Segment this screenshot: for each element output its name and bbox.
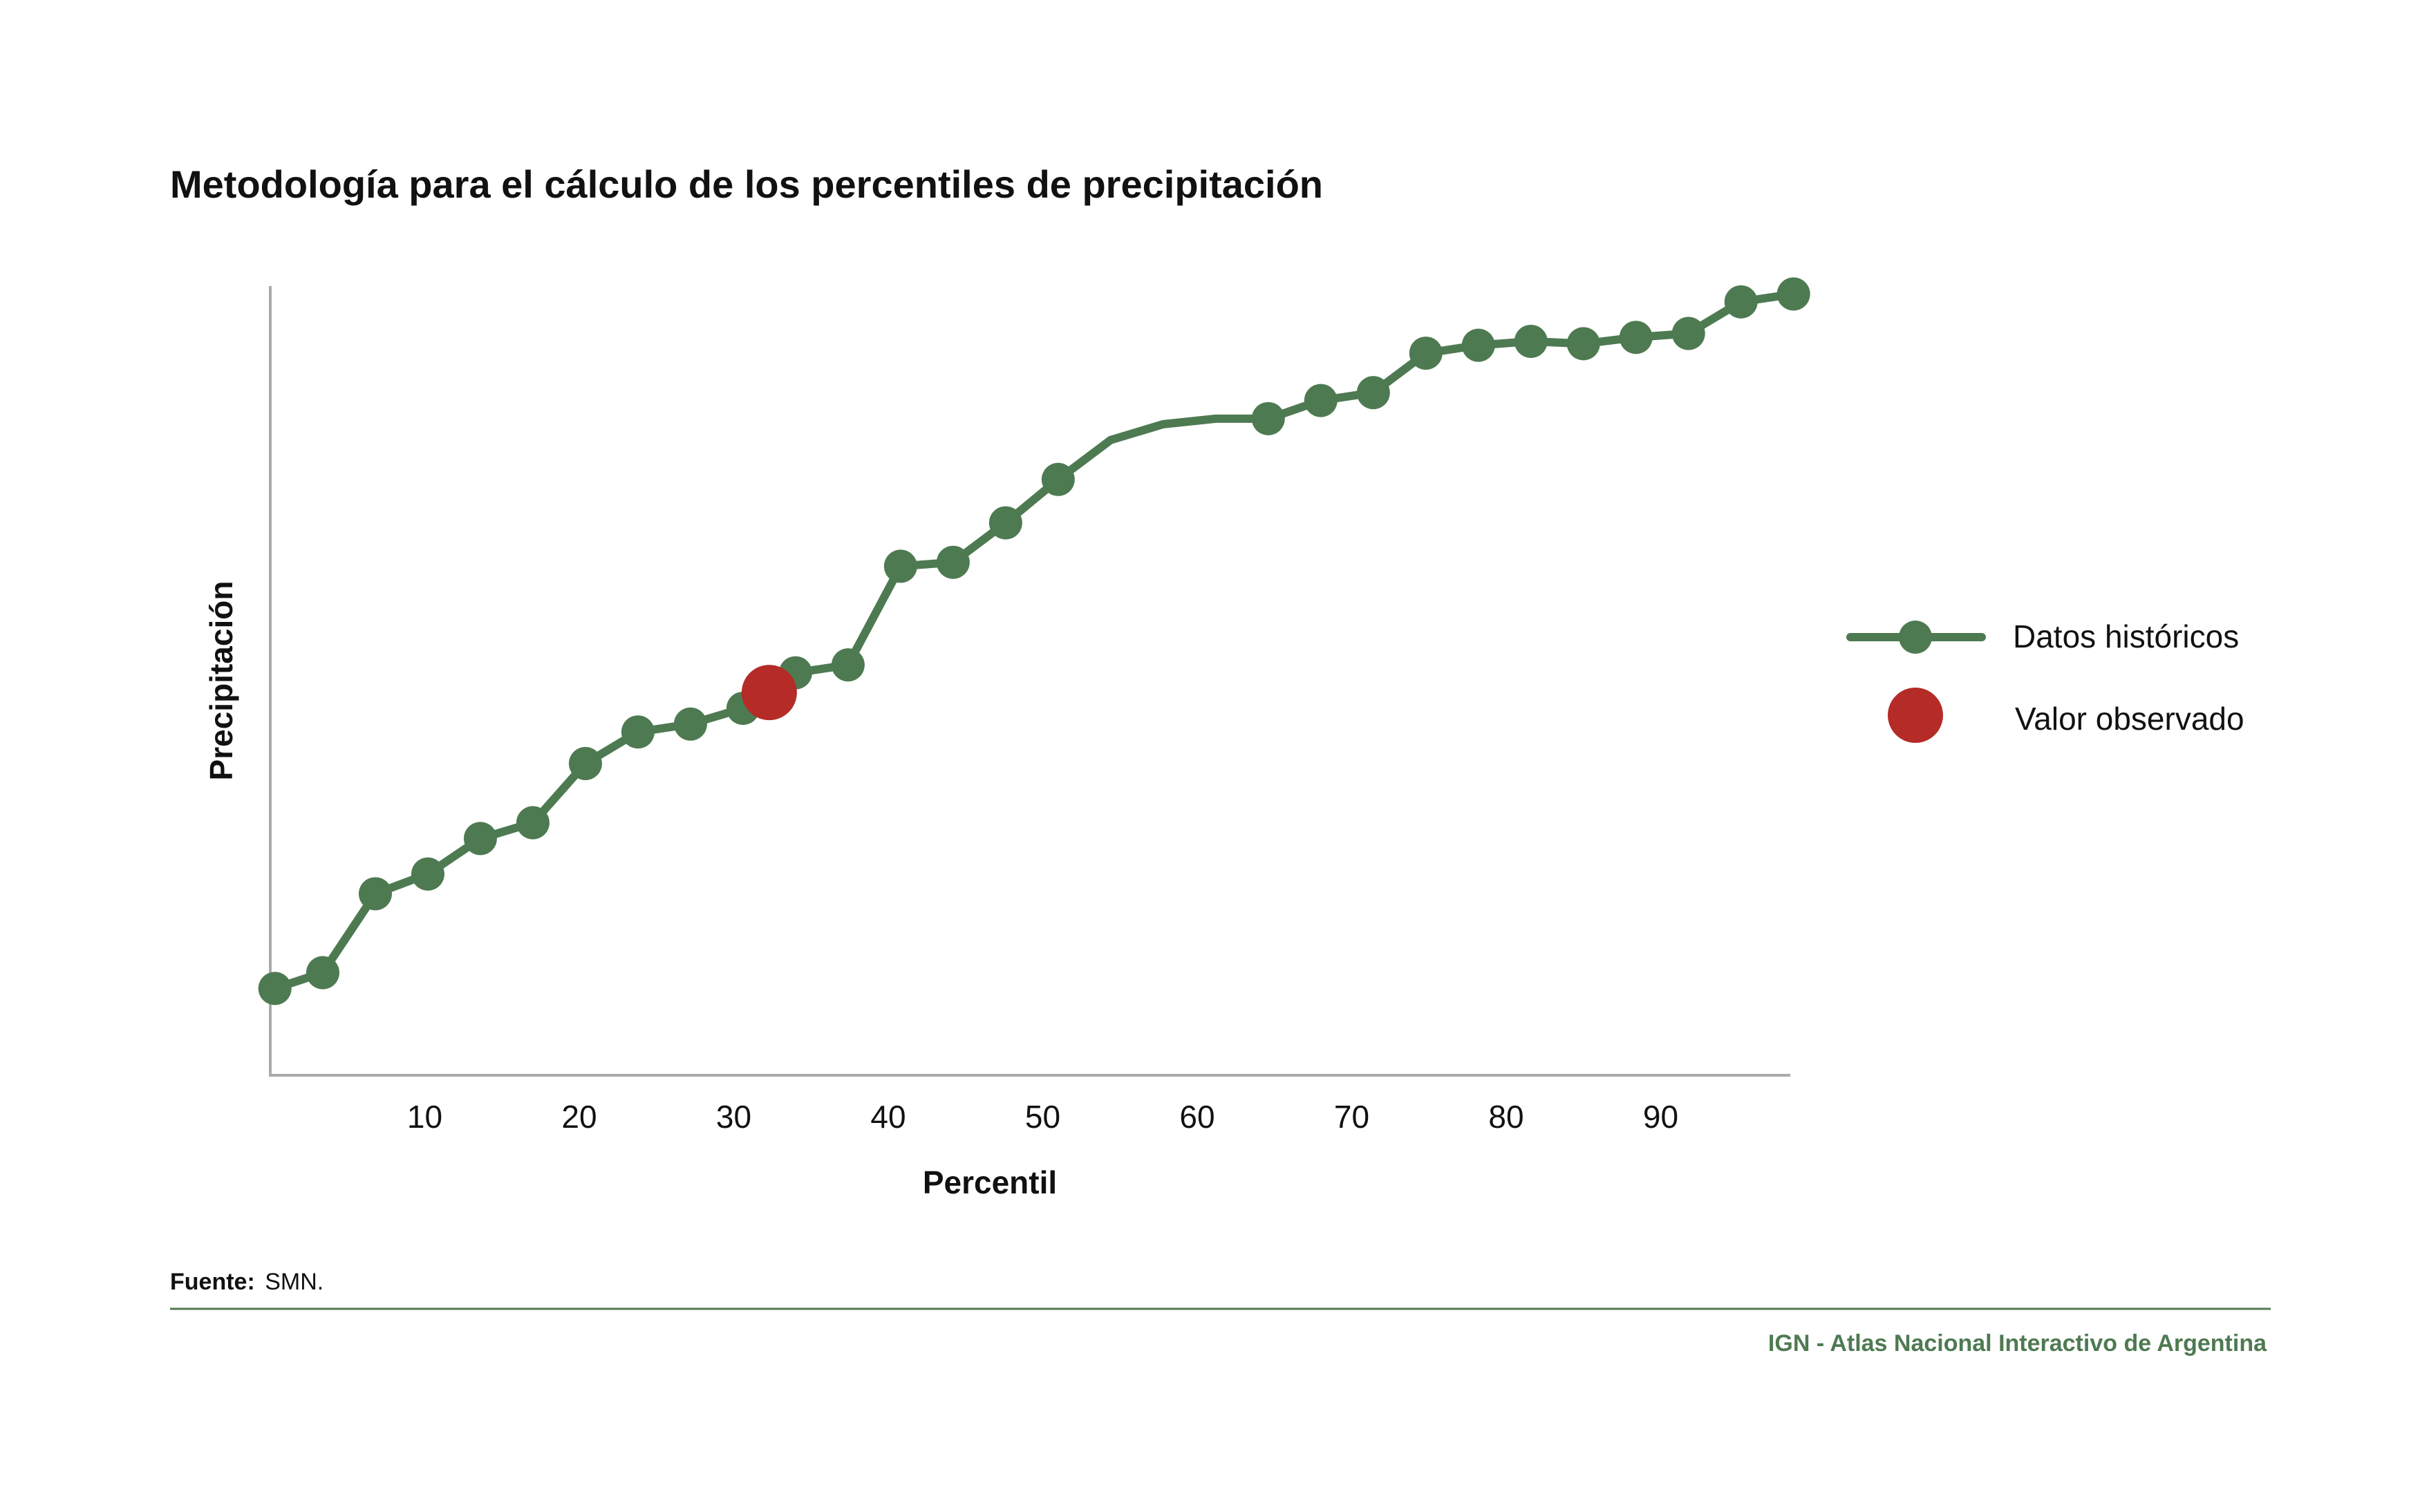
observed-value-point	[741, 665, 797, 721]
historical-data-line	[270, 290, 1798, 993]
historical-data-point	[988, 506, 1022, 540]
historical-data-point	[1304, 384, 1338, 417]
footer: Fuente: SMN. IGN - Atlas Nacional Intera…	[170, 1269, 2271, 1357]
historical-data-point	[1619, 321, 1653, 355]
chart-title: Metodología para el cálculo de los perce…	[170, 162, 1323, 206]
plot-area: 10 20 30 40 50 60 70 80 90	[258, 277, 1810, 1135]
x-tick-label: 90	[1643, 1099, 1678, 1135]
historical-data-point	[568, 746, 602, 780]
y-axis-label: Precipitación	[203, 581, 239, 781]
historical-data-point	[1671, 316, 1705, 350]
historical-data-point	[883, 549, 917, 583]
legend-item-observed: Valor observado	[1888, 688, 2244, 743]
historical-data-point	[1251, 401, 1285, 435]
source-note: Fuente: SMN.	[170, 1269, 323, 1295]
source-value: SMN.	[265, 1269, 323, 1295]
historical-data-point	[673, 707, 707, 741]
observed-value-points	[741, 665, 797, 721]
historical-data-point	[1409, 337, 1443, 370]
legend-marker-swatch	[1899, 621, 1932, 654]
historical-data-point	[936, 545, 970, 579]
legend: Datos históricos Valor observado	[1846, 618, 2244, 743]
legend-observed-swatch	[1888, 688, 1943, 743]
legend-label-historical: Datos históricos	[2013, 618, 2239, 654]
historical-data-point	[1514, 324, 1548, 358]
x-tick-label: 50	[1025, 1099, 1060, 1135]
x-tick-label: 60	[1179, 1099, 1214, 1135]
x-tick-label: 40	[870, 1099, 906, 1135]
historical-data-point	[358, 877, 392, 911]
historical-data-point	[831, 648, 865, 682]
historical-data-point	[463, 822, 497, 856]
legend-item-historical: Datos históricos	[1846, 618, 2239, 654]
historical-data-point	[1041, 462, 1075, 496]
historical-data-point	[1356, 376, 1390, 410]
historical-data-point	[1566, 327, 1600, 361]
historical-data-point	[516, 806, 550, 840]
historical-data-points	[258, 277, 1810, 1005]
x-tick-label: 20	[561, 1099, 597, 1135]
historical-data-point	[1724, 285, 1758, 319]
credit-text: IGN - Atlas Nacional Interactivo de Arge…	[1768, 1330, 2267, 1357]
x-tick-labels: 10 20 30 40 50 60 70 80 90	[407, 1099, 1678, 1135]
source-label: Fuente:	[170, 1269, 255, 1295]
x-axis-label: Percentil	[923, 1164, 1057, 1200]
historical-data-point	[621, 715, 655, 749]
historical-data-point	[411, 857, 444, 891]
historical-data-point	[1776, 277, 1810, 311]
historical-data-point	[1461, 328, 1495, 362]
historical-data-point	[258, 972, 292, 1005]
x-tick-label: 10	[407, 1099, 442, 1135]
x-tick-label: 30	[716, 1099, 751, 1135]
legend-label-observed: Valor observado	[2015, 701, 2244, 737]
x-tick-label: 80	[1488, 1099, 1523, 1135]
x-tick-label: 70	[1334, 1099, 1369, 1135]
historical-data-point	[306, 956, 339, 990]
